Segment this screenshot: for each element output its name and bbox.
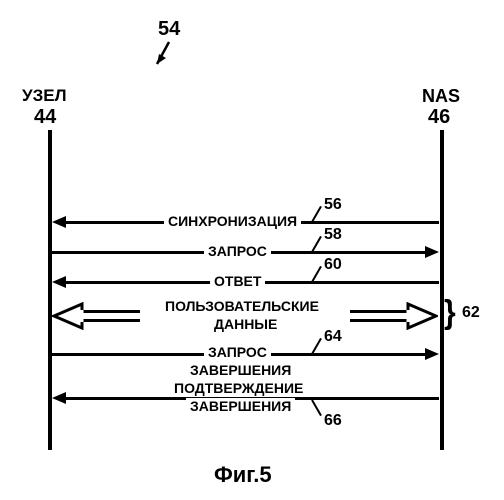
response-ref-tick — [311, 266, 322, 283]
figure-ref-number: 54 — [158, 18, 180, 41]
sync-arrowhead — [52, 216, 66, 228]
response-arrowhead — [52, 276, 66, 288]
sync-ref-tick — [311, 206, 322, 223]
userdata-left-head — [52, 302, 84, 330]
figure-caption: Фиг.5 — [214, 462, 272, 488]
sync-ref: 56 — [324, 196, 342, 214]
userdata-brace: } — [444, 294, 456, 331]
termreq-ref-tick — [311, 338, 322, 355]
termreq-arrowhead — [425, 348, 439, 360]
sync-label: СИНХРОНИЗАЦИЯ — [164, 213, 301, 229]
termack-ref-tick-up — [311, 400, 322, 417]
request-ref-tick — [311, 236, 322, 253]
termreq-ref: 64 — [324, 328, 342, 346]
termreq-label-2: ЗАВЕРШЕНИЯ — [186, 362, 295, 378]
right-actor-ref: 46 — [428, 106, 450, 129]
figure-ref-arrow — [155, 40, 185, 70]
request-ref: 58 — [324, 226, 342, 244]
request-label: ЗАПРОС — [204, 243, 271, 259]
userdata-ref: 62 — [462, 304, 480, 322]
termack-label-1: ПОДТВЕРЖДЕНИЕ — [170, 380, 307, 396]
termack-arrowhead — [52, 392, 66, 404]
termack-ref: 66 — [324, 412, 342, 430]
userdata-left-shaft — [82, 310, 140, 322]
response-ref: 60 — [324, 256, 342, 274]
userdata-label-2: ДАННЫЕ — [210, 316, 281, 332]
userdata-right-shaft — [350, 310, 408, 322]
left-actor-ref: 44 — [34, 106, 56, 129]
termack-label-2: ЗАВЕРШЕНИЯ — [186, 398, 295, 414]
response-label: ОТВЕТ — [210, 273, 265, 289]
userdata-label-1: ПОЛЬЗОВАТЕЛЬСКИЕ — [161, 298, 323, 314]
request-arrowhead — [425, 246, 439, 258]
userdata-right-head — [406, 302, 438, 330]
right-actor-title: NAS — [422, 86, 460, 107]
right-lifeline — [440, 130, 444, 450]
termreq-label-1: ЗАПРОС — [204, 344, 271, 360]
left-actor-title: УЗЕЛ — [22, 86, 67, 106]
